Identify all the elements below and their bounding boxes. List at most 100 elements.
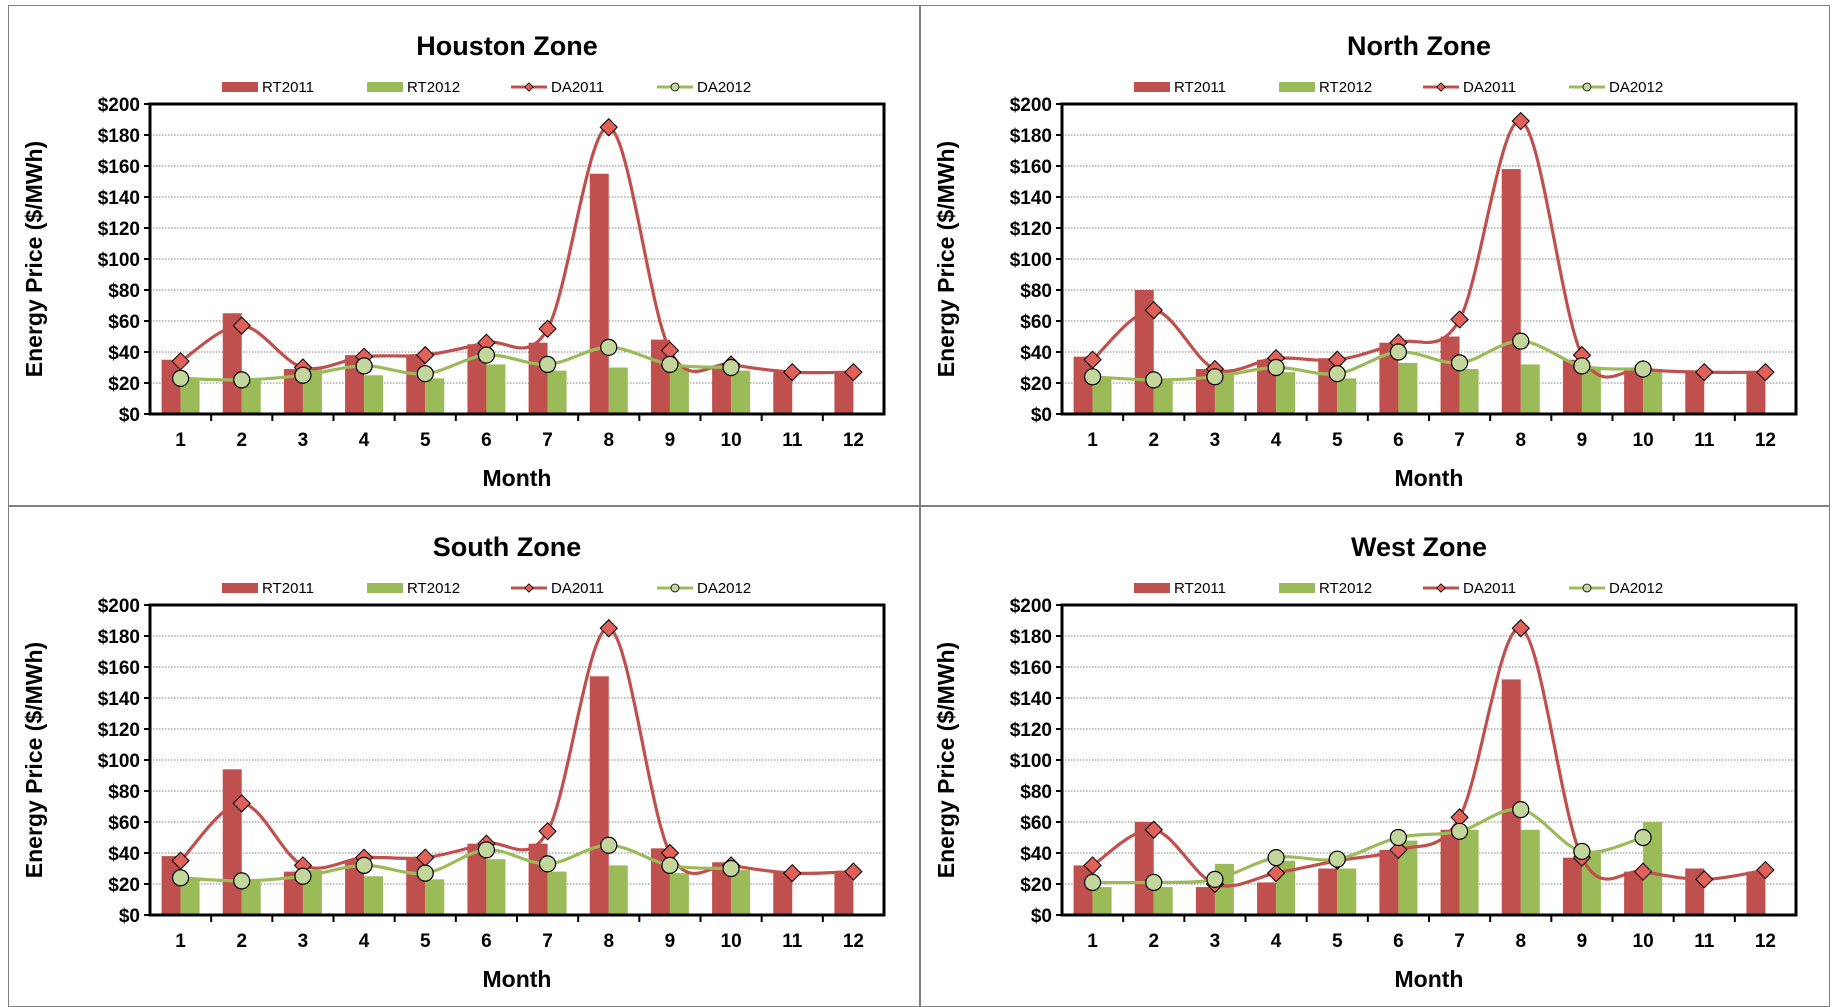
- x-tick-label: 2: [1148, 931, 1159, 952]
- marker-da2012: [1450, 822, 1469, 840]
- bar-rt2012: [364, 876, 384, 915]
- legend-item: DA2011: [511, 79, 604, 96]
- y-tick-label: $120: [1010, 219, 1052, 240]
- marker-da2011: [1756, 860, 1775, 880]
- line-da2011: [179, 626, 854, 875]
- marker-da2011: [1450, 808, 1469, 827]
- y-tick-label: $20: [1020, 374, 1052, 395]
- marker-da2012: [294, 366, 312, 384]
- marker-da2011: [1511, 111, 1530, 131]
- marker-da2011: [477, 333, 496, 352]
- marker-da2011: [1083, 856, 1102, 875]
- y-tick-label: $200: [1010, 596, 1052, 617]
- marker-da2012: [1573, 357, 1591, 375]
- marker-da2011: [1511, 619, 1530, 638]
- y-tick-label: $20: [1020, 875, 1052, 896]
- y-tick-label: $140: [98, 188, 140, 209]
- bar-rt2012: [1337, 378, 1357, 414]
- marker-da2011: [416, 345, 435, 365]
- marker-da2012: [355, 856, 373, 874]
- marker-da2011: [844, 862, 863, 881]
- marker-da2011: [171, 352, 190, 371]
- bar-rt2012: [1643, 822, 1663, 915]
- bar-rt2011: [1440, 829, 1460, 915]
- bar-rt2011: [834, 372, 854, 414]
- marker-da2011: [1695, 870, 1714, 889]
- bar-rt2011: [1746, 871, 1766, 915]
- x-tick-label: 4: [1271, 931, 1282, 952]
- y-tick-label: $160: [98, 157, 140, 178]
- bar-rt2011: [589, 676, 609, 915]
- marker-da2011: [1756, 362, 1775, 382]
- y-tick-label: $40: [1020, 844, 1052, 865]
- marker-da2011: [1266, 863, 1286, 883]
- legend-item: RT2012: [367, 79, 460, 96]
- bar-rt2011: [1562, 359, 1582, 414]
- y-tick-label: $100: [98, 751, 140, 772]
- marker-da2012: [1206, 870, 1224, 888]
- marker-da2011: [1450, 310, 1469, 329]
- legend-item: RT2012: [367, 580, 460, 597]
- marker-da2012: [1328, 850, 1346, 868]
- bar-rt2011: [1562, 857, 1582, 915]
- legend-marker: [1582, 583, 1592, 593]
- x-tick-label: 10: [721, 931, 742, 952]
- marker-da2012: [1512, 801, 1530, 819]
- legend-marker: [524, 583, 534, 593]
- bar-rt2012: [364, 375, 384, 414]
- x-tick-label: 9: [665, 931, 676, 952]
- chart-title: Houston Zone: [416, 31, 597, 61]
- line-da2012: [180, 345, 732, 382]
- legend-marker: [670, 583, 680, 593]
- bar-rt2012: [241, 880, 261, 915]
- marker-da2011: [783, 863, 802, 883]
- marker-da2012: [1145, 371, 1163, 389]
- bar-rt2012: [1153, 379, 1173, 414]
- marker-da2011: [538, 822, 557, 841]
- marker-da2011: [232, 316, 251, 335]
- legend-label: RT2012: [407, 79, 460, 96]
- marker-da2012: [477, 841, 496, 859]
- x-tick-label: 11: [782, 430, 803, 451]
- x-tick-label: 4: [1271, 430, 1282, 451]
- marker-da2012: [600, 836, 618, 854]
- marker-da2011: [660, 341, 680, 360]
- bar-rt2012: [180, 879, 200, 915]
- marker-da2012: [1083, 873, 1102, 892]
- line-da2012: [1092, 339, 1644, 382]
- marker-da2011: [599, 118, 618, 137]
- legend-label: DA2011: [551, 580, 604, 597]
- x-tick-label: 10: [1633, 430, 1654, 451]
- marker-da2012: [1512, 332, 1530, 350]
- legend-marker: [1436, 82, 1446, 92]
- x-tick-label: 5: [420, 430, 431, 451]
- marker-da2011: [1144, 820, 1163, 839]
- bar-rt2012: [180, 378, 200, 414]
- legend-label: RT2011: [262, 580, 314, 597]
- marker-da2012: [1145, 873, 1163, 892]
- x-tick-label: 5: [1332, 931, 1343, 952]
- marker-da2012: [1573, 842, 1591, 861]
- bar-rt2011: [528, 843, 548, 915]
- x-tick-label: 8: [1515, 931, 1526, 952]
- legend-item: RT2012: [1279, 79, 1372, 96]
- marker-da2011: [1695, 362, 1714, 382]
- chart-panel-south: South Zone RT2011 RT2012 DA2011 DA2012 $0 $20 $…: [8, 506, 920, 1007]
- marker-da2012: [355, 357, 373, 375]
- bar-rt2011: [528, 342, 548, 414]
- marker-da2012: [538, 355, 557, 373]
- marker-da2012: [1083, 368, 1102, 386]
- bar-rt2012: [486, 859, 506, 915]
- y-tick-label: $40: [108, 844, 140, 865]
- marker-da2012: [1267, 849, 1285, 867]
- bar-rt2011: [773, 372, 793, 414]
- bar-rt2011: [1440, 336, 1460, 414]
- x-tick-label: 1: [175, 931, 186, 952]
- marker-da2011: [1633, 862, 1653, 881]
- x-tick-label: 12: [1755, 931, 1776, 952]
- legend-label: DA2011: [1463, 580, 1516, 597]
- marker-da2012: [477, 346, 496, 364]
- y-tick-label: $200: [98, 95, 140, 116]
- x-tick-label: 3: [298, 430, 309, 451]
- bar-rt2012: [1581, 369, 1601, 414]
